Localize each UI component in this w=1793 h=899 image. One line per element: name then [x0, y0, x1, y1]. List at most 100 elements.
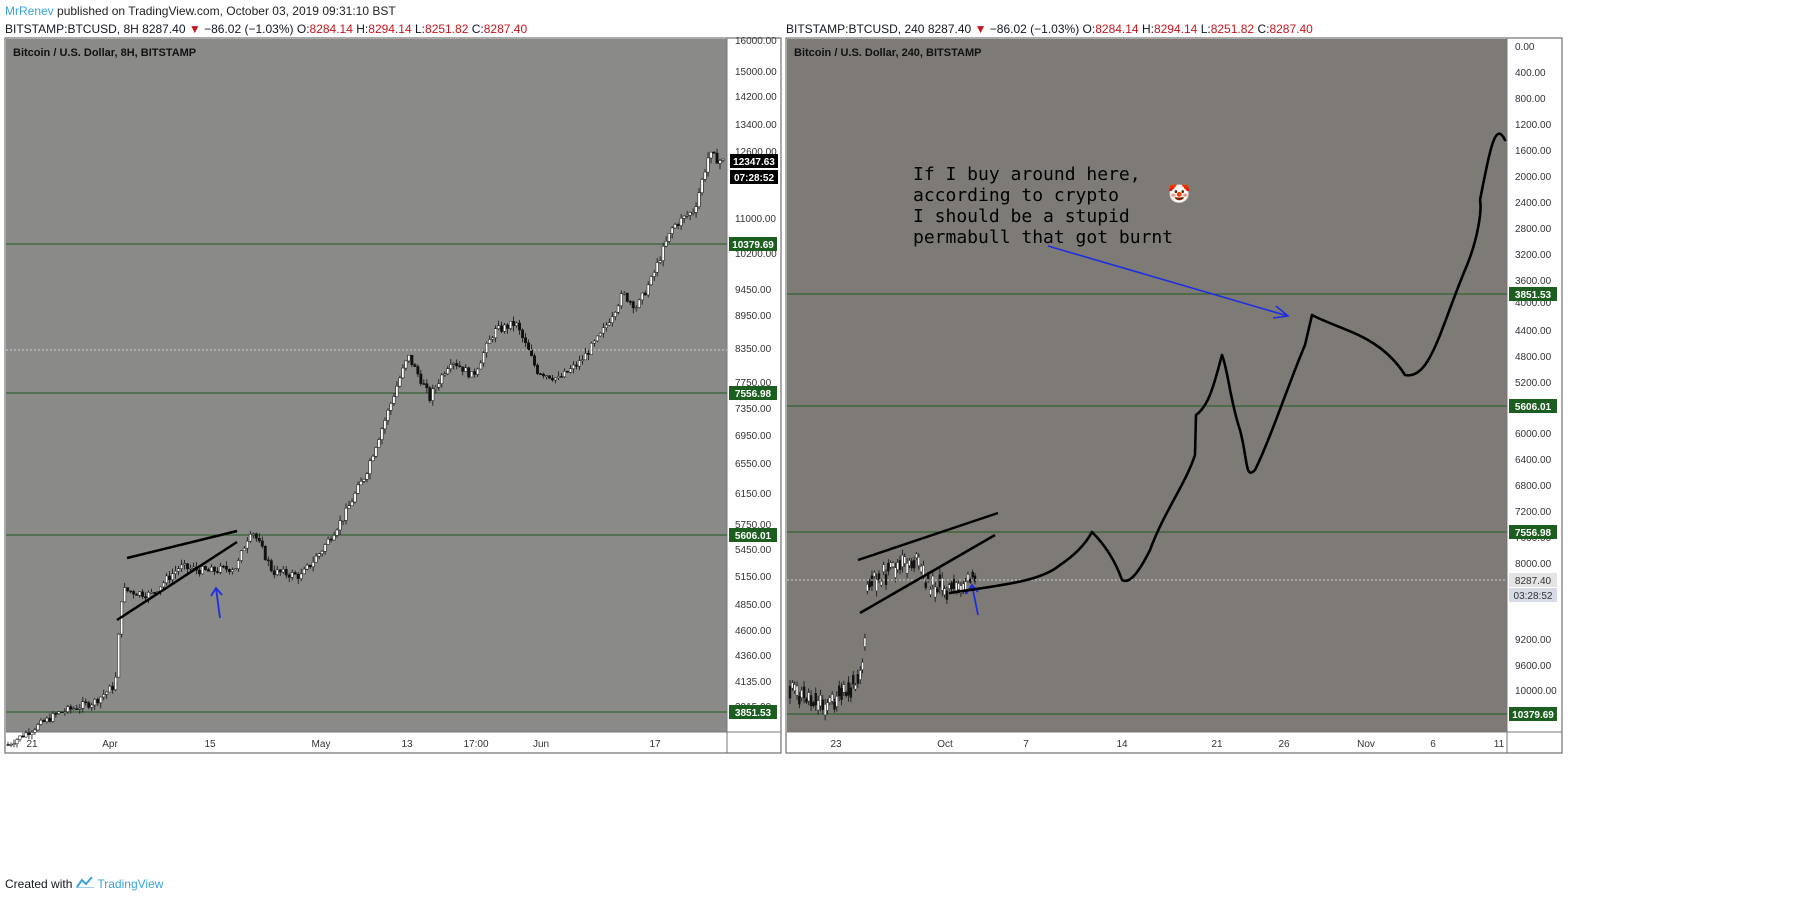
- right-price-tick: 400.00: [1515, 68, 1546, 79]
- right-candle-body: [957, 583, 960, 590]
- left-candle-body: [215, 571, 219, 573]
- left-candle-body: [410, 354, 414, 365]
- left-countdown-badge: [730, 170, 778, 184]
- left-candle-body: [242, 547, 246, 551]
- left-candle-body: [521, 329, 525, 339]
- right-candle-body: [798, 695, 801, 705]
- left-close: 8287.40: [483, 22, 528, 36]
- left-candle-body: [616, 305, 620, 313]
- right-candle-body: [847, 682, 850, 696]
- right-candle-body: [833, 701, 836, 710]
- left-price-tick: 7750.00: [735, 378, 772, 389]
- left-price-tick: 16000.00: [735, 36, 777, 47]
- right-h-label: H:: [1141, 22, 1154, 36]
- left-candle-body: [554, 377, 557, 381]
- left-candle-body: [129, 590, 133, 593]
- left-candle-body: [230, 569, 234, 572]
- left-candle-body: [326, 538, 330, 545]
- left-candle-body: [368, 460, 372, 474]
- left-candle-body: [266, 559, 270, 562]
- right-level-label: 10379.69: [1512, 710, 1554, 721]
- right-candle-body: [945, 590, 949, 600]
- left-time-tick: Apr: [102, 739, 118, 750]
- left-candle-body: [548, 375, 551, 379]
- left-candle-body: [356, 484, 360, 494]
- left-candle-body: [389, 403, 393, 411]
- left-candle-body: [598, 332, 602, 337]
- left-candle-body: [509, 321, 513, 329]
- left-time-tick: 15: [204, 739, 216, 750]
- left-candle-body: [694, 206, 698, 213]
- left-candle-body: [607, 322, 611, 326]
- left-candle-body: [473, 371, 477, 375]
- left-candle-body: [398, 377, 402, 387]
- left-time-tick: May: [312, 739, 331, 750]
- right-candle-body: [929, 589, 932, 595]
- left-candle-body: [66, 706, 70, 712]
- right-candle-body: [922, 565, 925, 576]
- left-candle-body: [209, 566, 213, 572]
- left-candle-body: [443, 373, 447, 376]
- left-candle-body: [281, 569, 285, 573]
- left-candle-body: [42, 720, 46, 722]
- right-time-tick: 11: [1494, 739, 1505, 750]
- right-plot-area: [787, 39, 1507, 732]
- left-ticker-symbol: BITSTAMP:BTCUSD, 8H: [5, 22, 139, 36]
- left-candle-body: [655, 262, 659, 273]
- left-candle-body: [341, 520, 345, 522]
- right-level-badge: [1509, 707, 1557, 721]
- left-time-tick: 21: [26, 739, 38, 750]
- right-candle-body: [800, 690, 803, 699]
- left-high: 8294.14: [368, 22, 412, 36]
- left-candle-body: [36, 724, 40, 731]
- author-name[interactable]: MrRenev: [5, 4, 54, 18]
- left-candle-body: [422, 383, 426, 385]
- left-candle-body: [96, 699, 100, 704]
- right-projection-curve: [948, 132, 1507, 595]
- left-candle-body: [676, 224, 680, 226]
- left-candle-body: [706, 157, 710, 173]
- left-level-label: 10379.69: [732, 240, 774, 251]
- right-candle-body: [835, 696, 839, 707]
- tradingview-link[interactable]: TradingView: [97, 876, 164, 891]
- left-candle-body: [527, 342, 530, 351]
- right-annotation-line: If I buy around here,: [913, 164, 1141, 185]
- left-candle-body: [533, 355, 536, 366]
- right-candle-body: [849, 687, 853, 698]
- right-ticker-symbol: BITSTAMP:BTCUSD, 240: [786, 22, 925, 36]
- left-candle-body: [186, 563, 189, 569]
- left-candle-body: [189, 567, 192, 570]
- created-with-label: Created with: [5, 876, 73, 891]
- left-candle-body: [539, 373, 542, 375]
- right-candle-body: [898, 559, 902, 570]
- left-candle-body: [123, 587, 127, 603]
- right-candle-body: [943, 588, 946, 595]
- left-candle-body: [353, 493, 357, 503]
- left-candle-body: [709, 151, 713, 159]
- right-candle-body: [845, 692, 848, 696]
- right-candle-body: [830, 694, 834, 702]
- left-candle-body: [323, 544, 327, 552]
- left-candle-body: [637, 299, 641, 308]
- left-candle-body: [183, 563, 186, 566]
- left-level-badge: [729, 705, 777, 719]
- left-candle-body: [329, 538, 333, 541]
- left-candle-body: [628, 301, 632, 303]
- right-candles: [788, 549, 977, 721]
- left-candle-body: [54, 713, 58, 715]
- right-price-tick: 10000.00: [1515, 686, 1557, 697]
- right-candle-body: [823, 704, 827, 716]
- left-candle-body: [718, 160, 722, 164]
- left-candle-body: [652, 272, 656, 277]
- left-candle-body: [580, 359, 584, 362]
- left-candle-body: [18, 735, 22, 740]
- right-candle-body: [837, 685, 841, 697]
- right-candle-body: [905, 563, 909, 574]
- left-candle-body: [332, 535, 336, 541]
- right-candle-body: [915, 553, 918, 558]
- left-candle-body: [78, 707, 82, 710]
- left-price-tick: 4360.00: [735, 651, 772, 662]
- right-ticker-line: BITSTAMP:BTCUSD, 240 8287.40 ▼ −86.02 (−…: [786, 22, 1313, 36]
- right-price-tick: 4400.00: [1515, 326, 1552, 337]
